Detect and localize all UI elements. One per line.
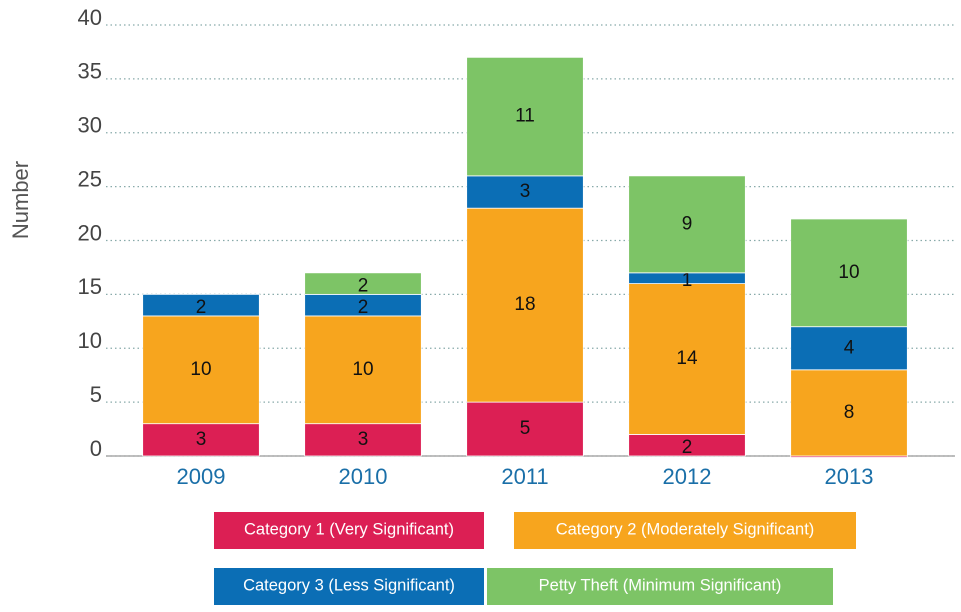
data-label: 10 bbox=[352, 359, 373, 380]
bar-segment bbox=[142, 423, 260, 457]
y-tick-label: 40 bbox=[78, 5, 102, 30]
bar-segment bbox=[466, 207, 584, 403]
data-label: 18 bbox=[514, 294, 535, 315]
data-label: 5 bbox=[520, 418, 531, 439]
bar-segment bbox=[790, 326, 908, 371]
bar-segment bbox=[142, 293, 260, 317]
data-label: 9 bbox=[682, 213, 693, 234]
y-tick-label: 15 bbox=[78, 274, 102, 299]
data-label: 3 bbox=[520, 181, 531, 202]
legend-swatch bbox=[487, 568, 833, 605]
legend-label: Category 2 (Moderately Significant) bbox=[556, 520, 815, 538]
y-tick-label: 0 bbox=[90, 436, 102, 461]
data-label: 11 bbox=[515, 106, 535, 127]
data-label: 2 bbox=[682, 437, 693, 458]
y-tick-label: 20 bbox=[78, 220, 102, 245]
data-label: 3 bbox=[358, 429, 369, 450]
x-tick-label: 2013 bbox=[825, 464, 874, 489]
y-axis-label: Number bbox=[8, 161, 33, 239]
y-tick-label: 5 bbox=[90, 382, 102, 407]
x-tick-label: 2009 bbox=[177, 464, 226, 489]
bar-segment bbox=[466, 56, 584, 177]
data-label: 10 bbox=[838, 262, 859, 283]
legend-label: Category 1 (Very Significant) bbox=[244, 520, 454, 538]
data-label: 10 bbox=[190, 359, 211, 380]
bar-segment bbox=[304, 272, 422, 295]
bar-segment bbox=[628, 175, 746, 274]
bar-segment bbox=[304, 315, 422, 425]
y-tick-label: 25 bbox=[78, 166, 102, 191]
x-tick-label: 2011 bbox=[501, 464, 548, 489]
legend-label: Category 3 (Less Significant) bbox=[243, 576, 455, 594]
data-label: 4 bbox=[844, 337, 855, 358]
data-label: 1 bbox=[682, 270, 693, 291]
y-tick-label: 35 bbox=[78, 59, 102, 84]
data-label: 3 bbox=[196, 429, 207, 450]
data-label: 14 bbox=[676, 348, 698, 369]
bar-segment bbox=[790, 218, 908, 328]
x-tick-label: 2010 bbox=[339, 464, 388, 489]
y-tick-label: 10 bbox=[78, 328, 102, 353]
legend-swatch bbox=[214, 512, 484, 549]
data-label: 8 bbox=[844, 402, 855, 423]
legend-label: Petty Theft (Minimum Significant) bbox=[539, 576, 782, 594]
x-tick-label: 2012 bbox=[663, 464, 712, 489]
data-label: 2 bbox=[358, 276, 369, 297]
bar-segment bbox=[628, 283, 746, 435]
legend-swatch bbox=[214, 568, 484, 605]
bar-segment bbox=[790, 369, 908, 457]
data-label: 2 bbox=[358, 297, 369, 318]
data-label: 2 bbox=[196, 297, 207, 318]
bar-segment bbox=[304, 423, 422, 457]
bar-segment bbox=[142, 315, 260, 425]
bar-segment bbox=[466, 401, 584, 457]
legend-swatch bbox=[514, 512, 856, 549]
y-tick-label: 30 bbox=[78, 113, 102, 138]
